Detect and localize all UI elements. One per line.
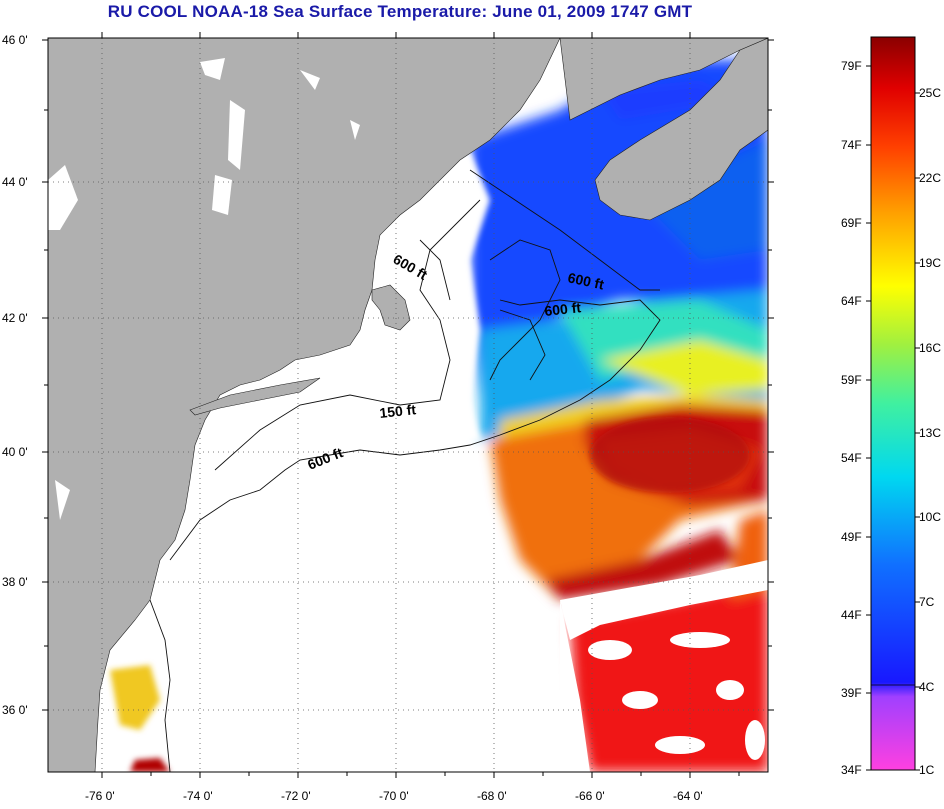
lat-lon-grid xyxy=(48,38,768,772)
colorbar-f-39: 39F xyxy=(841,686,862,700)
colorbar-f-79: 79F xyxy=(841,59,862,73)
contour-label-600ft-east: 600 ft xyxy=(566,269,605,292)
colorbar-f-34: 34F xyxy=(841,763,862,777)
contour-label-150ft: 150 ft xyxy=(379,401,417,421)
colorbar-f-64: 64F xyxy=(841,294,862,308)
colorbar xyxy=(866,36,920,771)
lon-label-72: -72 0' xyxy=(281,789,311,803)
land-mass xyxy=(48,38,768,772)
lat-label-46: 46 0' xyxy=(2,33,28,47)
colorbar-f-69: 69F xyxy=(841,216,862,230)
lat-label-36: 36 0' xyxy=(2,703,28,717)
colorbar-c-22: 22C xyxy=(919,171,941,185)
lon-label-68: -68 0' xyxy=(477,789,507,803)
colorbar-f-74: 74F xyxy=(841,138,862,152)
colorbar-c-7: 7C xyxy=(919,595,935,609)
lon-ticks xyxy=(101,32,740,778)
colorbar-f-54: 54F xyxy=(841,451,862,465)
inland-lakes xyxy=(48,58,360,520)
bathymetry-contours xyxy=(149,169,661,772)
lat-label-40: 40 0' xyxy=(2,445,28,459)
colorbar-c-19: 19C xyxy=(919,256,941,270)
map-panel: 600 ft 600 ft 600 ft 150 ft 600 ft xyxy=(48,38,768,772)
map-frame xyxy=(47,37,769,773)
lat-label-44: 44 0' xyxy=(2,175,28,189)
colorbar-c-4: 4C xyxy=(919,680,935,694)
colorbar-c-25: 25C xyxy=(919,86,941,100)
colorbar-c-10: 10C xyxy=(919,510,941,524)
lat-ticks xyxy=(42,39,774,711)
colorbar-c-1: 1C xyxy=(919,763,935,777)
lat-label-38: 38 0' xyxy=(2,575,28,589)
contour-label-600ft-georges: 600 ft xyxy=(544,299,582,319)
colorbar-gradient xyxy=(870,36,916,771)
lon-label-70: -70 0' xyxy=(379,789,409,803)
colorbar-f-49: 49F xyxy=(841,530,862,544)
colorbar-c-16: 16C xyxy=(919,341,941,355)
lat-label-42: 42 0' xyxy=(2,311,28,325)
colorbar-c-13: 13C xyxy=(919,426,941,440)
colorbar-f-59: 59F xyxy=(841,373,862,387)
lon-label-74: -74 0' xyxy=(183,789,213,803)
lon-label-64: -64 0' xyxy=(673,789,703,803)
lon-label-76: -76 0' xyxy=(85,789,115,803)
colorbar-f-44: 44F xyxy=(841,608,862,622)
map-title: RU COOL NOAA-18 Sea Surface Temperature:… xyxy=(107,2,693,21)
lon-label-66: -66 0' xyxy=(575,789,605,803)
